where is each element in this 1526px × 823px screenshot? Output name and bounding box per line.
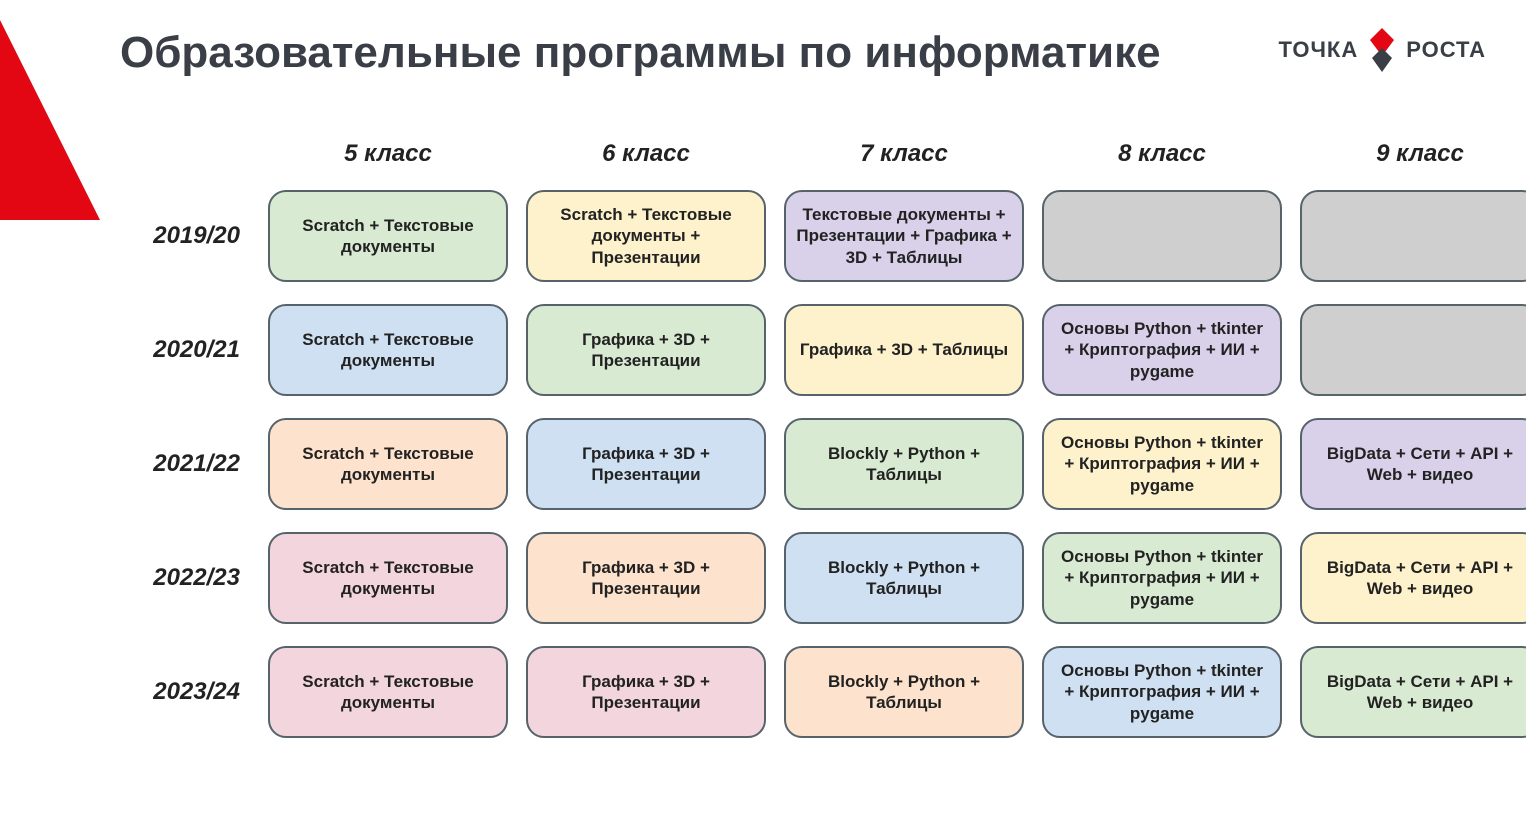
curriculum-cell: Scratch + Текстовые документы + Презента… bbox=[526, 190, 766, 282]
curriculum-cell: Scratch + Текстовые документы bbox=[268, 304, 508, 396]
curriculum-cell: Графика + 3D + Презентации bbox=[526, 304, 766, 396]
column-header: 8 класс bbox=[1042, 140, 1282, 168]
curriculum-cell: Основы Python + tkinter + Криптография +… bbox=[1042, 418, 1282, 510]
curriculum-cell: Blockly + Python + Таблицы bbox=[784, 646, 1024, 738]
curriculum-cell: BigData + Сети + API + Web + видео bbox=[1300, 418, 1526, 510]
curriculum-cell: Scratch + Текстовые документы bbox=[268, 646, 508, 738]
curriculum-cell: Основы Python + tkinter + Криптография +… bbox=[1042, 646, 1282, 738]
curriculum-cell: Scratch + Текстовые документы bbox=[268, 532, 508, 624]
curriculum-cell bbox=[1042, 190, 1282, 282]
page-title: Образовательные программы по информатике bbox=[120, 28, 1161, 78]
column-header: 9 класс bbox=[1300, 140, 1526, 168]
curriculum-cell: Графика + 3D + Презентации bbox=[526, 532, 766, 624]
curriculum-cell: Текстовые документы + Презентации + Граф… bbox=[784, 190, 1024, 282]
curriculum-cell: Scratch + Текстовые документы bbox=[268, 190, 508, 282]
curriculum-cell: Scratch + Текстовые документы bbox=[268, 418, 508, 510]
curriculum-cell: Blockly + Python + Таблицы bbox=[784, 418, 1024, 510]
logo-word-left: ТОЧКА bbox=[1278, 37, 1358, 63]
curriculum-cell bbox=[1300, 190, 1526, 282]
accent-triangle bbox=[0, 20, 100, 220]
curriculum-cell: Основы Python + tkinter + Криптография +… bbox=[1042, 532, 1282, 624]
curriculum-cell: Основы Python + tkinter + Криптография +… bbox=[1042, 304, 1282, 396]
row-header: 2020/21 bbox=[120, 336, 250, 364]
row-header: 2022/23 bbox=[120, 564, 250, 592]
logo-leaf-icon bbox=[1364, 28, 1400, 72]
curriculum-cell: BigData + Сети + API + Web + видео bbox=[1300, 532, 1526, 624]
page: Образовательные программы по информатике… bbox=[0, 0, 1526, 823]
column-header: 7 класс bbox=[784, 140, 1024, 168]
row-header: 2023/24 bbox=[120, 678, 250, 706]
column-header: 6 класс bbox=[526, 140, 766, 168]
curriculum-cell: BigData + Сети + API + Web + видео bbox=[1300, 646, 1526, 738]
column-header: 5 класс bbox=[268, 140, 508, 168]
curriculum-cell: Графика + 3D + Презентации bbox=[526, 418, 766, 510]
curriculum-grid: 5 класс 6 класс 7 класс 8 класс 9 класс 2019/… bbox=[120, 140, 1526, 738]
curriculum-cell: Графика + 3D + Таблицы bbox=[784, 304, 1024, 396]
row-header: 2019/20 bbox=[120, 222, 250, 250]
curriculum-cell: Графика + 3D + Презентации bbox=[526, 646, 766, 738]
curriculum-cell: Blockly + Python + Таблицы bbox=[784, 532, 1024, 624]
logo: ТОЧКА РОСТА bbox=[1278, 28, 1486, 72]
row-header: 2021/22 bbox=[120, 450, 250, 478]
curriculum-cell bbox=[1300, 304, 1526, 396]
logo-word-right: РОСТА bbox=[1406, 37, 1486, 63]
